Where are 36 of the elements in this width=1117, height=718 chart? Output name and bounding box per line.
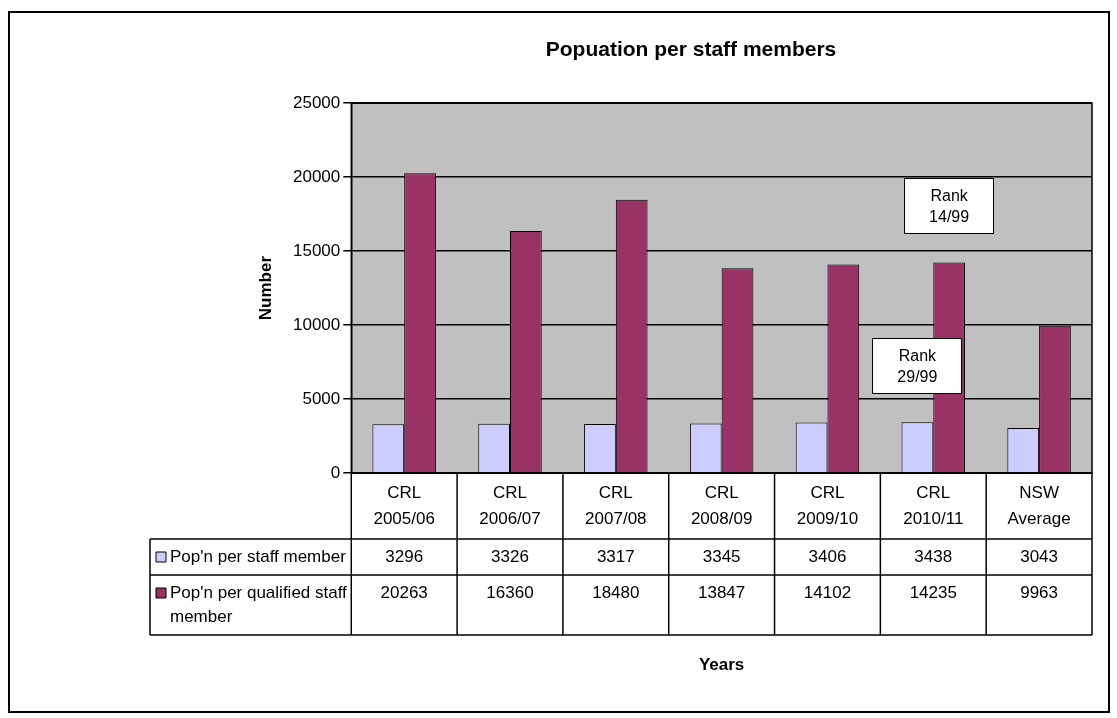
- y-tick-label: 5000: [302, 388, 341, 408]
- legend-label: Pop'n per staff member: [170, 546, 347, 566]
- data-label: 14235: [909, 582, 957, 602]
- data-label: 14102: [803, 582, 852, 602]
- x-tick-label: CRL 2010/11: [903, 482, 964, 528]
- data-label: 20263: [380, 582, 428, 602]
- data-label: 9963: [1020, 582, 1059, 602]
- data-label: 3345: [702, 546, 741, 566]
- x-tick-label: CRL 2005/06: [373, 482, 435, 528]
- data-label: 18480: [592, 582, 640, 602]
- callout-box: Rank 14/99: [904, 178, 995, 235]
- text: Years: [698, 654, 745, 674]
- data-label: 13847: [698, 582, 746, 602]
- data-label: 3317: [596, 546, 635, 566]
- chart-title: Popuation per staff members: [545, 37, 837, 61]
- y-tick-label: 10000: [292, 314, 341, 334]
- legend-label: Pop'n per qualified staff member: [170, 582, 348, 626]
- annotation: Rank 29/99: [897, 347, 938, 386]
- annotation: Rank 14/99: [929, 187, 970, 226]
- x-tick-label: CRL 2008/09: [690, 482, 753, 528]
- y-tick-label: 20000: [292, 166, 341, 186]
- y-tick-label: 15000: [292, 240, 341, 260]
- data-label: 3326: [491, 546, 529, 566]
- callout-box: Rank 29/99: [872, 338, 963, 395]
- x-tick-label: CRL 2006/07: [479, 482, 541, 528]
- x-tick-label: CRL 2007/08: [585, 482, 647, 528]
- y-tick-label: 25000: [292, 92, 341, 112]
- data-label: 3296: [385, 546, 424, 566]
- x-tick-label: NSW Average: [1007, 482, 1071, 528]
- y-tick-label: 0: [330, 462, 341, 482]
- y-axis-title: Number: [255, 255, 275, 321]
- x-tick-label: CRL 2009/10: [796, 482, 859, 528]
- data-label: 3438: [914, 546, 953, 566]
- data-label: 3406: [808, 546, 847, 566]
- data-label: 3043: [1020, 546, 1059, 566]
- data-label: 16360: [486, 582, 534, 602]
